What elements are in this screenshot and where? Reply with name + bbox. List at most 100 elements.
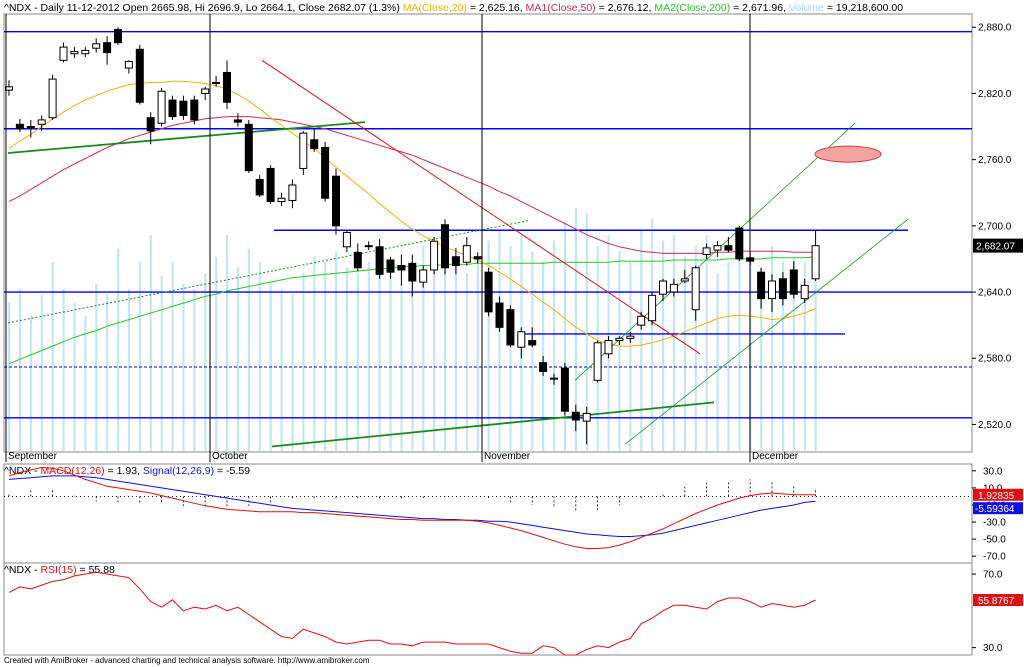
candle-body-up (550, 377, 558, 380)
rsi-legend: RSI(15) (40, 564, 77, 576)
candle (70, 47, 79, 59)
candle (495, 296, 504, 332)
volume-bar (138, 262, 141, 451)
price-axis-label: 2,700.0 (978, 221, 1012, 232)
candle (342, 230, 351, 253)
candle-body-down (441, 224, 449, 269)
volume-bar (563, 221, 567, 451)
candle (364, 241, 373, 251)
volume-bar (51, 262, 54, 451)
candle-body-down (571, 411, 580, 421)
candle (582, 406, 591, 445)
candle (735, 225, 744, 262)
candle (691, 265, 700, 321)
signal-legend-value: = -5.59 (214, 465, 250, 477)
candle-body-up (48, 78, 57, 119)
candle-body-up (277, 197, 286, 203)
volume-bar (40, 294, 43, 451)
candle-body-down (506, 309, 515, 346)
ma50-line (8, 116, 816, 254)
candle-body-up (92, 43, 101, 49)
volume-bar (8, 302, 11, 451)
candle (244, 119, 253, 173)
volume-bar (476, 256, 479, 451)
macd-legend: MACD(12,26) (40, 465, 105, 477)
ma200-legend-value: = 2,671.96, (730, 2, 789, 14)
price-panel-header: ^NDX - Daily 11-12-2012 Open 2665.98, Hi… (4, 2, 903, 14)
candle (778, 272, 787, 306)
volume-bar (367, 262, 370, 451)
candle-body-up (691, 267, 700, 311)
candle-body-down (321, 146, 330, 199)
volume-bar (324, 262, 327, 451)
candle (81, 47, 90, 58)
candle-body-up (713, 245, 722, 251)
volume-bar (182, 283, 185, 451)
candle-body-up (462, 245, 471, 263)
candle-body-up (81, 49, 90, 55)
candle-body-down (114, 28, 122, 44)
candle-body-down (724, 245, 733, 251)
candle-body-up (157, 90, 166, 124)
volume-bar (618, 251, 621, 451)
candle-body-down (353, 251, 362, 269)
candle (332, 168, 340, 235)
volume-legend-value: = 19,218,600.00 (823, 2, 904, 14)
ma50-legend-value: = 2,676.12, (595, 2, 655, 14)
candle-body-down (451, 256, 460, 267)
volume-bar (335, 251, 338, 451)
candle (702, 243, 711, 259)
volume-bar (160, 275, 163, 451)
volume-legend: Volume (788, 2, 824, 14)
volume-bar (204, 272, 207, 451)
macd-value-label: 1.92835 (978, 491, 1015, 502)
candle (124, 60, 133, 74)
macd-value-box (973, 488, 1023, 501)
candle-body-down (15, 123, 24, 130)
price-axis-label: 2,880.0 (978, 23, 1012, 34)
candle-body-down (789, 269, 798, 295)
volume-bar (127, 289, 131, 451)
rsi-value-label: 55.8767 (978, 596, 1015, 607)
volume-bar (814, 272, 817, 451)
volume-bar (313, 256, 316, 451)
candle (299, 130, 308, 176)
candle (539, 356, 548, 376)
volume-bar (531, 251, 534, 451)
rsi-axis-label: 30.0 (983, 643, 1003, 654)
signal-value-box (973, 502, 1023, 515)
channel-line-lower (624, 218, 909, 445)
candle-body-up (124, 60, 133, 69)
candle (212, 75, 221, 87)
candle-body-up (593, 342, 602, 381)
candle (190, 95, 199, 125)
candle-body-up (669, 283, 678, 293)
candle-body-down (484, 271, 493, 313)
candle (168, 95, 177, 120)
volume-bar (280, 289, 283, 451)
candle (768, 274, 776, 312)
candle-body-down (735, 227, 744, 260)
macd-axis-label: -30.0 (983, 518, 1006, 529)
candle (375, 239, 384, 279)
candle (92, 38, 101, 53)
candle (179, 95, 188, 120)
rsi-line (8, 571, 816, 656)
month-label: December (752, 451, 799, 462)
candle (451, 247, 460, 275)
footer-credit: Created with AmiBroker - advanced charti… (4, 656, 370, 665)
candle (757, 267, 766, 309)
ma20-legend: MA(Close,20) (402, 2, 467, 14)
candle-body-down (233, 119, 242, 123)
volume-bar (738, 251, 741, 451)
candle (637, 311, 646, 330)
candle-body-up (604, 340, 613, 355)
macd-header-symbol: ^NDX - (4, 465, 41, 477)
macd-signal-line (8, 475, 816, 537)
candle-body-down (408, 262, 417, 282)
candle (310, 128, 319, 152)
volume-bar (498, 229, 501, 451)
candle (419, 265, 428, 288)
rsi-header-symbol: ^NDX - (4, 564, 41, 576)
candle-body-up (648, 294, 657, 322)
